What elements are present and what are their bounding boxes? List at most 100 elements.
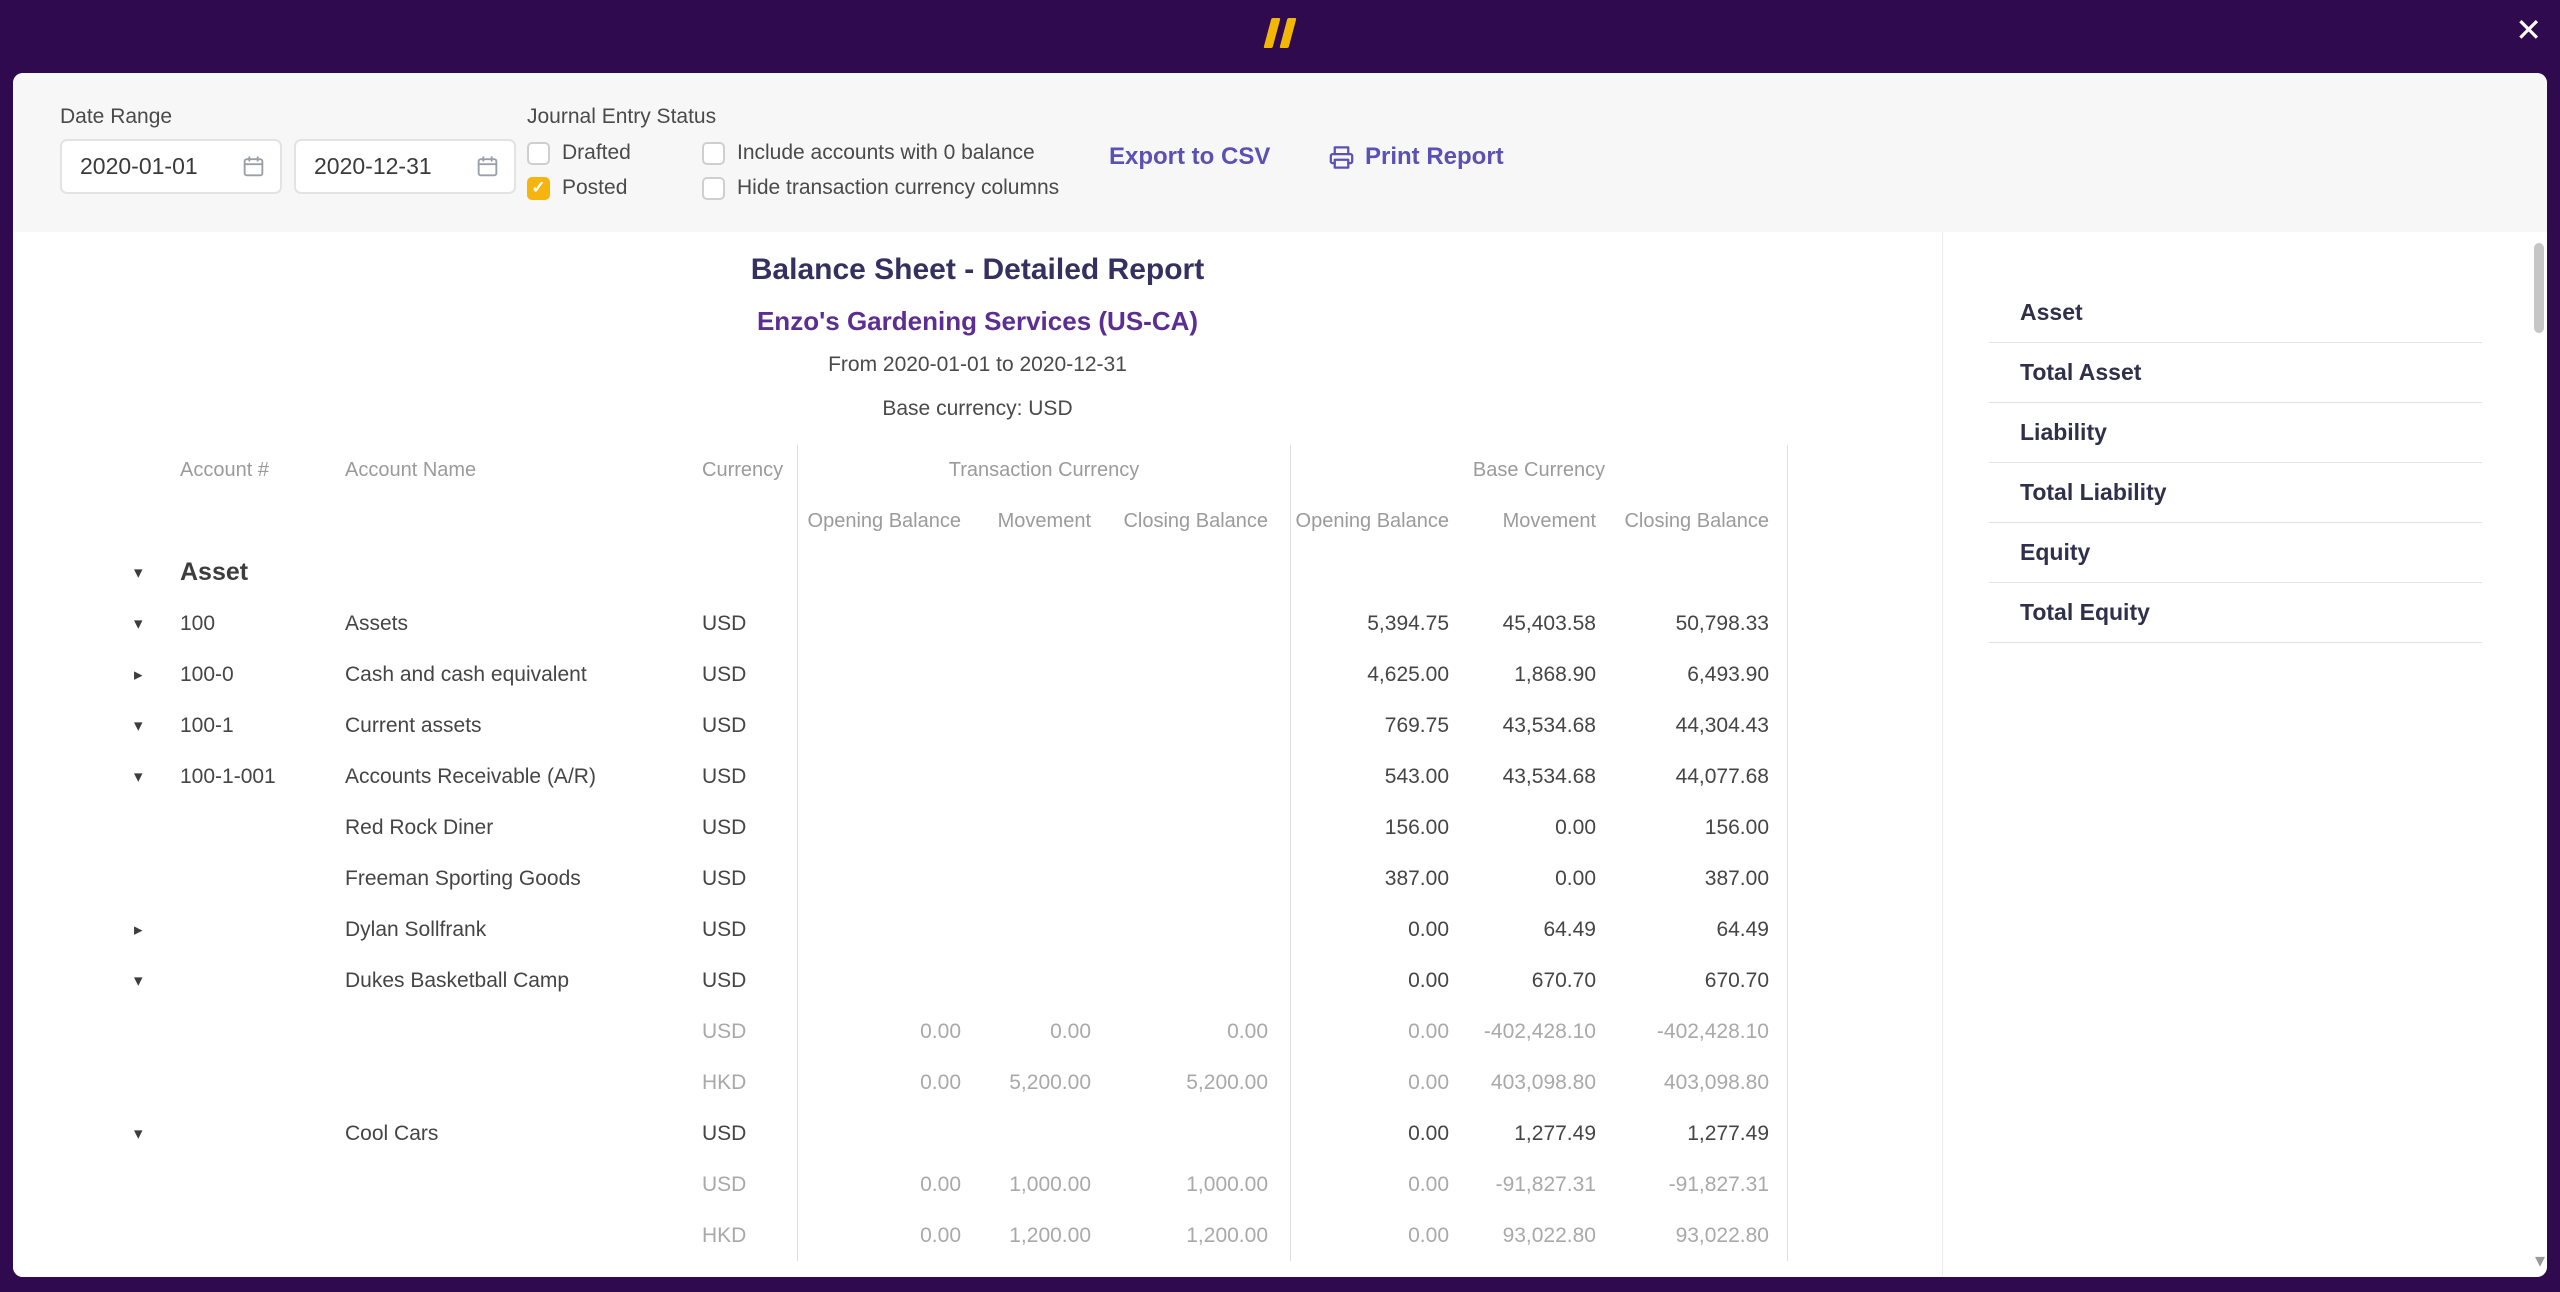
- export-csv-label: Export to CSV: [1109, 143, 1271, 170]
- tc-closing-balance-cell: [1115, 904, 1290, 955]
- tc-opening-balance-cell: [797, 649, 985, 700]
- bc-opening-balance-cell: 0.00: [1290, 1006, 1473, 1057]
- account-name-cell: Cash and cash equivalent: [345, 662, 587, 686]
- print-report-button[interactable]: Print Report: [1328, 141, 1504, 173]
- tc-movement-cell: [985, 547, 1115, 598]
- col-header-account-number: Account #: [180, 459, 269, 481]
- table-account-row: ▾ 100-1 Current assets USD 769.75 43,534.68 44…: [130, 700, 1788, 751]
- collapse-arrow-icon[interactable]: ▾: [134, 613, 143, 633]
- outline-item-liability[interactable]: Liability: [1989, 403, 2482, 463]
- tc-opening-balance-cell: [797, 802, 985, 853]
- tc-movement-cell: [985, 700, 1115, 751]
- checkbox-unchecked-icon[interactable]: [702, 141, 725, 165]
- checkbox-checked-icon[interactable]: ✓: [527, 176, 550, 200]
- tc-opening-balance-cell: 0.00: [797, 1159, 985, 1210]
- collapse-arrow-icon[interactable]: ▾: [134, 715, 143, 735]
- bc-movement-cell: 45,403.58: [1502, 611, 1596, 635]
- arrow-spacer: [130, 1159, 180, 1210]
- bc-closing-balance-cell: 403,098.80: [1620, 1057, 1788, 1108]
- tc-closing-balance-cell: [1115, 700, 1290, 751]
- currency-cell: USD: [702, 611, 747, 635]
- account-name-cell: [345, 1210, 702, 1261]
- close-icon[interactable]: ✕: [2515, 12, 2542, 48]
- report-modal: Date Range 2020-01-01 2020-12-31 Journal…: [13, 73, 2547, 1277]
- col-group-base-currency: Base Currency: [1290, 445, 1788, 496]
- tc-opening-balance-cell: 0.00: [797, 1057, 985, 1108]
- tc-opening-balance-cell: [797, 1108, 985, 1159]
- bc-opening-balance-cell: 0.00: [1290, 955, 1473, 1006]
- expand-arrow-icon[interactable]: ▸: [134, 664, 143, 684]
- currency-cell: USD: [702, 662, 747, 686]
- collapse-arrow-icon[interactable]: ▾: [134, 766, 143, 786]
- bc-movement-cell: -402,428.10: [1483, 1019, 1596, 1043]
- currency-cell: USD: [702, 713, 747, 737]
- outline-item-total-equity[interactable]: Total Equity: [1989, 583, 2482, 643]
- checkbox-unchecked-icon[interactable]: [527, 141, 550, 165]
- collapse-arrow-icon[interactable]: ▾: [134, 970, 143, 990]
- currency-cell: USD: [702, 764, 747, 788]
- report-base-currency: Base currency: USD: [882, 397, 1073, 420]
- bc-closing-balance-cell: 44,077.68: [1620, 751, 1788, 802]
- expand-arrow-icon[interactable]: ▸: [134, 919, 143, 939]
- bc-movement-cell: 43,534.68: [1502, 713, 1596, 737]
- report-title: Balance Sheet - Detailed Report: [750, 253, 1205, 286]
- col-header-bc-opening-balance: Opening Balance: [1290, 496, 1473, 547]
- checkbox-hide-transaction-currency-columns[interactable]: Hide transaction currency columns: [702, 176, 1059, 200]
- export-to-csv-button[interactable]: Export to CSV: [1109, 141, 1270, 173]
- collapse-arrow-icon[interactable]: ▾: [134, 562, 143, 582]
- bc-closing-balance-cell: 156.00: [1620, 802, 1788, 853]
- tc-closing-balance-cell: [1115, 853, 1290, 904]
- bc-opening-balance-cell: 0.00: [1290, 1108, 1473, 1159]
- account-number-cell: [180, 904, 345, 955]
- bc-closing-balance-cell: 670.70: [1620, 955, 1788, 1006]
- table-account-row: ▸ 100-0 Cash and cash equivalent USD 4,625.0…: [130, 649, 1788, 700]
- account-name-cell: Accounts Receivable (A/R): [345, 764, 596, 788]
- outline-item-asset[interactable]: Asset: [1989, 283, 2482, 343]
- date-to-input[interactable]: 2020-12-31: [294, 139, 516, 194]
- bc-movement-cell: 64.49: [1543, 917, 1596, 941]
- col-header-bc-movement: Movement: [1502, 510, 1596, 532]
- bc-movement-cell: [1473, 547, 1620, 598]
- bc-closing-balance-cell: 64.49: [1620, 904, 1788, 955]
- account-name-cell: Cool Cars: [345, 1121, 439, 1145]
- date-from-input[interactable]: 2020-01-01: [60, 139, 282, 194]
- checkbox-posted[interactable]: ✓ Posted: [527, 176, 631, 200]
- header-spacer: [180, 496, 345, 547]
- account-number-cell: [180, 1057, 345, 1108]
- scrollbar-down-arrow-icon[interactable]: ▾: [2534, 1250, 2545, 1272]
- arrow-spacer: [130, 802, 180, 853]
- table-body: ▾ Asset ▾ 100 Assets USD 5,394.75 45,403.58 50,7…: [130, 547, 1788, 1261]
- account-number-cell: [180, 1210, 345, 1261]
- outline-item-total-liability[interactable]: Total Liability: [1989, 463, 2482, 523]
- checkbox-drafted[interactable]: Drafted: [527, 141, 631, 165]
- currency-cell: USD: [702, 917, 747, 941]
- tc-opening-balance-cell: [797, 700, 985, 751]
- outline-item-total-asset[interactable]: Total Asset: [1989, 343, 2482, 403]
- currency-cell: USD: [702, 1019, 747, 1043]
- tc-opening-balance-cell: [797, 853, 985, 904]
- checkbox-unchecked-icon[interactable]: [702, 176, 725, 200]
- bc-movement-cell: 403,098.80: [1490, 1070, 1596, 1094]
- bc-opening-balance-cell: 0.00: [1290, 1159, 1473, 1210]
- report-period: From 2020-01-01 to 2020-12-31: [828, 353, 1127, 376]
- account-name-cell: [345, 547, 702, 598]
- calendar-icon: [241, 154, 266, 179]
- bc-opening-balance-cell: 769.75: [1290, 700, 1473, 751]
- checkbox-include-accounts-with-0-balance[interactable]: Include accounts with 0 balance: [702, 141, 1059, 165]
- bc-opening-balance-cell: 387.00: [1290, 853, 1473, 904]
- table-account-row: ▾ Cool Cars USD 0.00 1,277.49 1,277.49: [130, 1108, 1788, 1159]
- account-number-cell: [180, 955, 345, 1006]
- vertical-scrollbar-thumb[interactable]: [2534, 243, 2544, 333]
- table-header-row-groups: Account # Account Name Currency Transact…: [130, 445, 1788, 496]
- tc-movement-cell: 5,200.00: [1009, 1070, 1091, 1094]
- outline-item-equity[interactable]: Equity: [1989, 523, 2482, 583]
- date-to-value: 2020-12-31: [314, 153, 432, 179]
- header-spacer: [345, 496, 702, 547]
- tc-closing-balance-cell: 5,200.00: [1186, 1070, 1268, 1094]
- currency-cell: USD: [702, 815, 747, 839]
- account-number-cell: 100: [180, 611, 216, 635]
- col-header-tc-movement: Movement: [997, 510, 1091, 532]
- col-header-currency: Currency: [702, 459, 784, 481]
- bc-opening-balance-cell: 4,625.00: [1290, 649, 1473, 700]
- collapse-arrow-icon[interactable]: ▾: [134, 1123, 143, 1143]
